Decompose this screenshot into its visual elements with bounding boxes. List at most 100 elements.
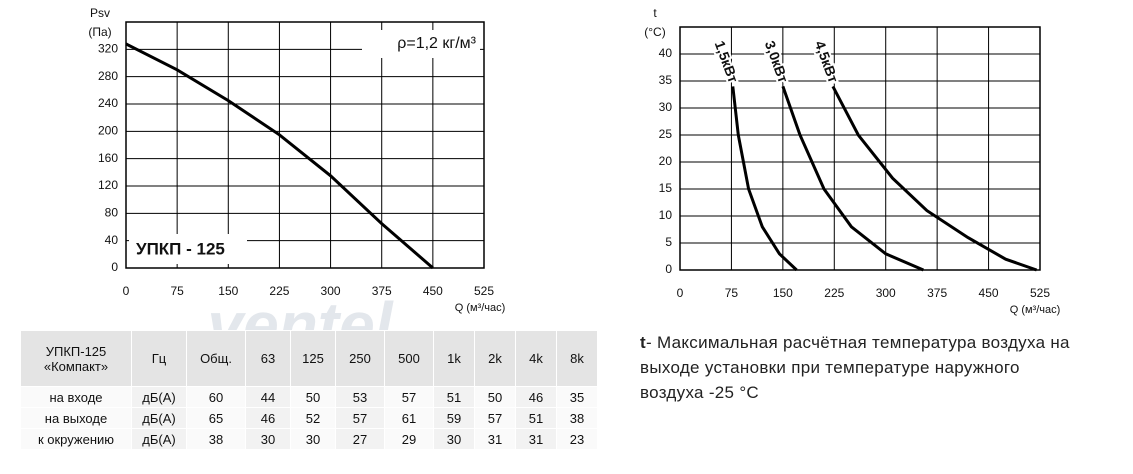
x-tick-label: 450 [423,284,443,298]
x-tick-label: 375 [927,286,947,300]
table-cell: 57 [384,386,434,408]
line [731,86,798,272]
y-tick-label: 320 [98,42,118,56]
table-cell: 53 [335,386,385,408]
table-cell: 38 [186,428,246,450]
annotation: УПКП - 125 [136,239,225,258]
table-cell: 35 [556,386,598,408]
table-cell: 44 [245,386,291,408]
column-header: Общ. [186,330,246,387]
table-cell: дБ(А) [131,428,187,450]
table-cell: 27 [335,428,385,450]
table-cell: 31 [474,428,516,450]
table-cell: 59 [433,407,475,429]
table-cell: 30 [290,428,336,450]
table-cell: 52 [290,407,336,429]
x-tick-label: 150 [218,284,238,298]
table-cell: 38 [556,407,598,429]
table-cell: 60 [186,386,246,408]
column-header: 250 [335,330,385,387]
x-tick-label: 300 [321,284,341,298]
x-tick-label: 525 [474,284,494,298]
table-cell: 30 [245,428,291,450]
table-row: на входе дБ(А) 60 44 50 53 57 51 50 46 35 [20,386,598,408]
table-cell: к окружению [20,428,132,450]
table-cell: 30 [433,428,475,450]
y-tick-label: 30 [659,100,673,114]
x-tick-label: 300 [876,286,896,300]
header-row: УПКП-125 «Компакт» Гц Общ. 63 125 250 500 1k 2k 4… [20,330,598,387]
y-axis-unit: (Па) [88,25,111,39]
x-tick-label: 225 [269,284,289,298]
plot-frame [125,21,485,269]
line [781,85,924,272]
y-tick-label: 0 [111,260,118,274]
table-cell: 31 [515,428,557,450]
table-cell: на входе [20,386,132,408]
y-tick-label: 160 [98,151,118,165]
x-tick-label: 75 [170,284,184,298]
y-tick-label: 10 [659,208,673,222]
table-body: на входе дБ(А) 60 44 50 53 57 51 50 46 35 на выходе… [20,386,598,450]
y-tick-label: 120 [98,178,118,192]
table-row: на выходе дБ(А) 65 46 52 57 61 59 57 51 38 [20,407,598,429]
y-axis-label: t [653,6,657,20]
column-header: УПКП-125 «Компакт» [20,330,132,387]
table-cell: дБ(А) [131,407,187,429]
table-cell: 50 [474,386,516,408]
table-row: к окружению дБ(А) 38 30 30 27 29 30 31 31 23 [20,428,598,450]
y-tick-label: 15 [659,181,673,195]
y-axis-unit: (°С) [644,25,665,39]
noise-table: УПКП-125 «Компакт» Гц Общ. 63 125 250 500 1k 2k 4… [20,330,598,450]
y-tick-label: 40 [659,46,673,60]
y-tick-label: 20 [659,154,673,168]
line [831,85,1038,272]
y-tick-label: 35 [659,73,673,87]
series-label: 1,5кВт [712,39,742,85]
table-cell: 51 [433,386,475,408]
y-tick-label: 200 [98,124,118,138]
column-header: 500 [384,330,434,387]
table-cell: 61 [384,407,434,429]
x-tick-label: 75 [725,286,739,300]
y-tick-label: 280 [98,69,118,83]
column-header: 63 [245,330,291,387]
y-axis-label: Psv [90,6,110,20]
table-cell: 23 [556,428,598,450]
table-cell: 50 [290,386,336,408]
column-header: 1k [433,330,475,387]
x-tick-label: 525 [1030,286,1050,300]
table-cell: 57 [474,407,516,429]
y-tick-label: 40 [105,233,119,247]
caption-text: - Максимальная расчётная температура воз… [640,333,1070,402]
table-cell: 51 [515,407,557,429]
y-tick-label: 240 [98,96,118,110]
column-header: 2k [474,330,516,387]
x-tick-label: 0 [123,284,130,298]
line [125,42,434,270]
x-tick-label: 150 [773,286,793,300]
column-header: Гц [131,330,187,387]
annotation: ρ=1,2 кг/м³ [397,35,476,52]
annotation-bg [362,30,480,58]
series-label: 4,5кВт [812,39,842,85]
y-tick-label: 5 [665,235,672,249]
y-tick-label: 25 [659,127,673,141]
x-tick-label: 0 [677,286,684,300]
table-cell: 65 [186,407,246,429]
table-cell: 46 [515,386,557,408]
table-cell: на выходе [20,407,132,429]
column-header: 8k [556,330,598,387]
table-cell: дБ(А) [131,386,187,408]
y-tick-label: 80 [105,206,119,220]
table-cell: 46 [245,407,291,429]
caption: t- Максимальная расчётная температура во… [640,330,1080,405]
x-tick-label: 225 [824,286,844,300]
table-cell: 57 [335,407,385,429]
table-cell: 29 [384,428,434,450]
column-header: 4k [515,330,557,387]
column-header: 125 [290,330,336,387]
x-tick-label: 375 [372,284,392,298]
